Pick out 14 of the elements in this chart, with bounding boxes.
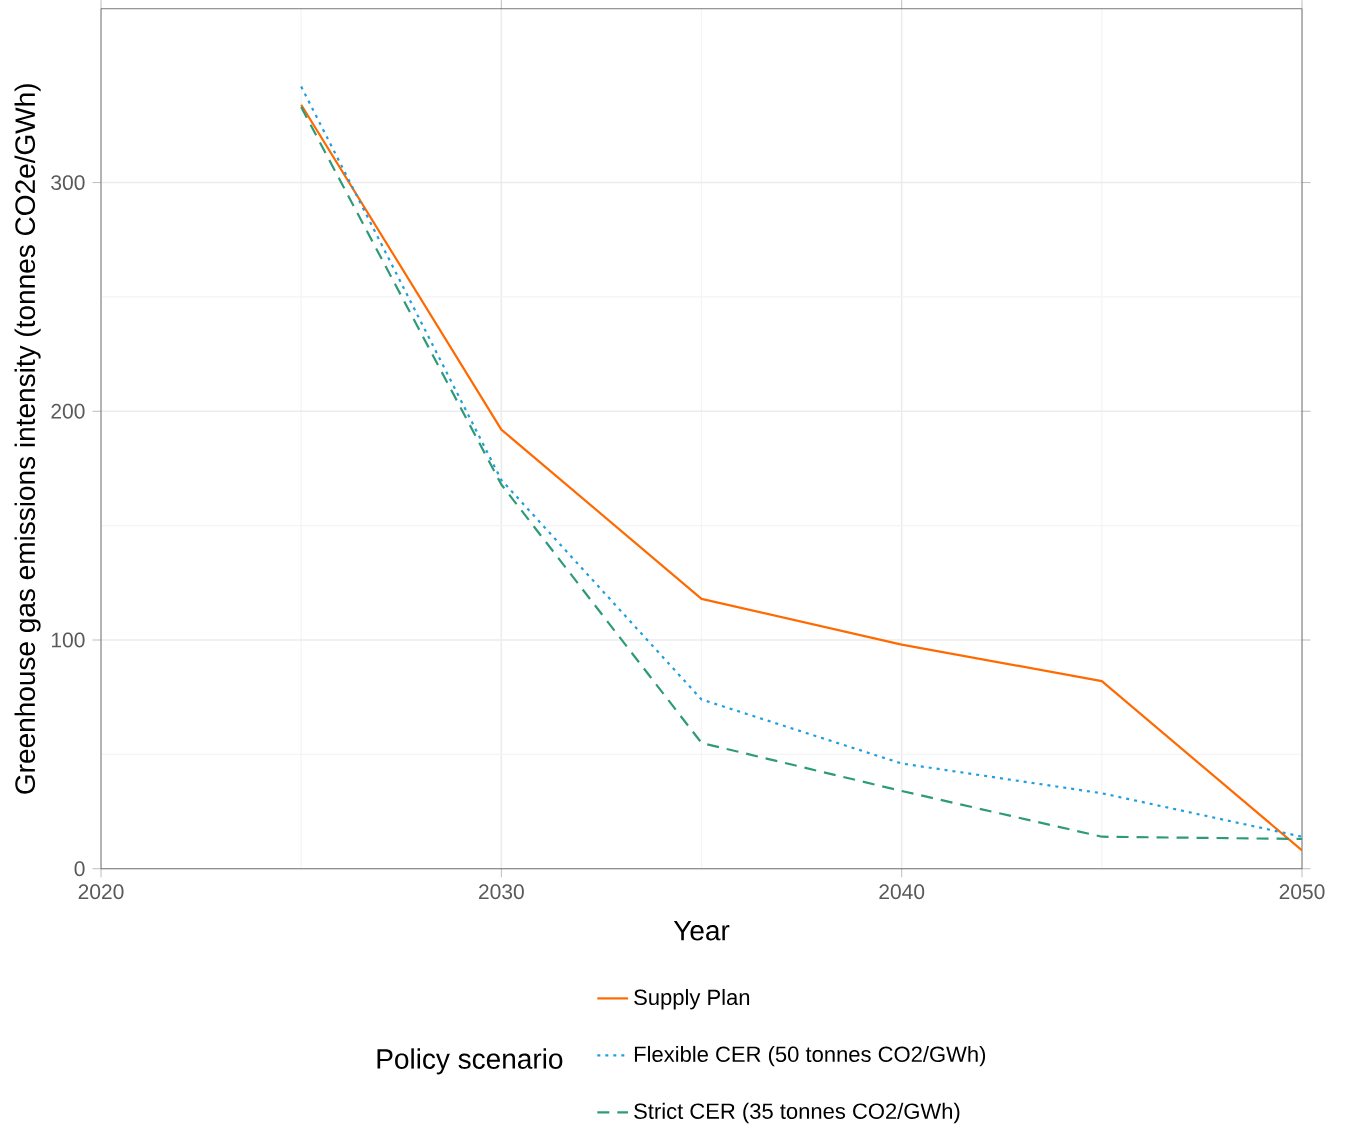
y-axis-title: Greenhouse gas emissions intensity (tonnes CO2e/GWh) [14,84,41,794]
x-tick-label: 2050 [1279,884,1325,900]
legend-title: Policy scenario [377,1048,563,1075]
legend-label: Strict CER (35 tonnes CO2/GWh) [634,1102,960,1124]
y-tick-label: 0 [74,861,85,877]
x-tick-label: 2020 [78,884,124,900]
x-axis-title: Year [673,921,730,941]
x-tick-label: 2040 [879,884,925,900]
y-tick-label: 100 [51,632,85,648]
y-tick-label: 200 [51,403,85,419]
y-tick-label: 300 [51,175,85,191]
x-tick-label: 2030 [479,884,524,900]
legend-label: Flexible CER (50 tonnes CO2/GWh) [634,1046,986,1067]
legend-label: Supply Plan [634,989,750,1010]
